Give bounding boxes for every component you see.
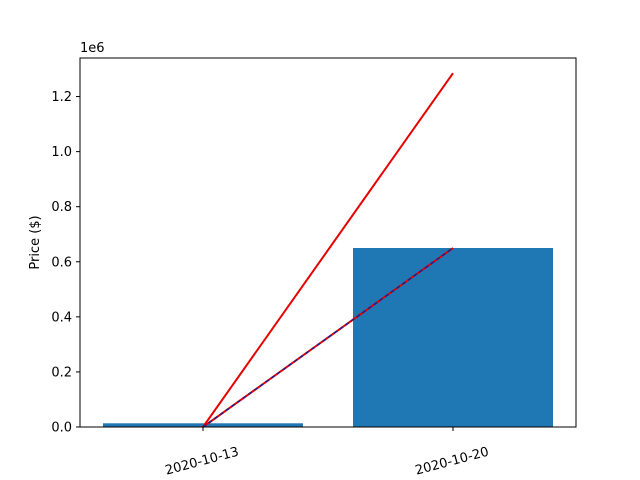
trend-lines	[202, 72, 454, 428]
bars	[103, 248, 553, 427]
bar-2020-10-20	[353, 248, 553, 427]
y-tick-label: 0.0	[51, 421, 72, 436]
y-tick-label: 0.2	[51, 365, 72, 380]
y-axis-label: Price ($)	[28, 215, 43, 269]
y-tick-label: 0.8	[51, 200, 72, 215]
x-tick-label: 2020-10-20	[414, 445, 491, 479]
y-axis-ticks: 0.0 0.2 0.4 0.6 0.8 1.0 1.2	[51, 90, 80, 436]
y-tick-label: 0.6	[51, 255, 72, 270]
x-tick-label: 2020-10-13	[164, 445, 241, 479]
y-tick-label: 0.4	[51, 310, 72, 325]
y-tick-label: 1.2	[51, 90, 72, 105]
y-axis-offset-label: 1e6	[80, 41, 105, 56]
bar-2020-10-13	[103, 423, 303, 427]
y-tick-label: 1.0	[51, 145, 72, 160]
x-axis-ticks: 2020-10-13 2020-10-20	[164, 427, 491, 479]
axes-frame	[79, 57, 577, 428]
trend-line-1	[202, 72, 454, 428]
trend-line-3	[202, 247, 454, 428]
